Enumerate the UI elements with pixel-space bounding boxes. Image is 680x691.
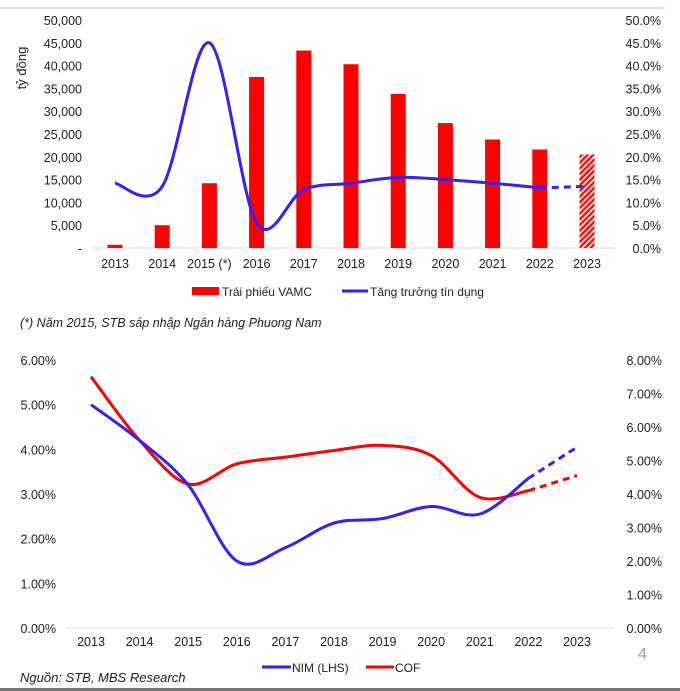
y-tick-label: 25,000 <box>44 128 82 142</box>
y-tick-label: 40,000 <box>44 60 82 74</box>
bar-2022 <box>532 149 548 248</box>
nim-cof-chart: 0.00% 1.00% 2.00% 3.00% 4.00% 5.00% 6.00% 0.00%… <box>21 354 662 675</box>
credit-growth-forecast-line <box>539 184 588 190</box>
y2-tick-label: 4.00% <box>627 488 662 502</box>
bar-2013 <box>107 244 123 248</box>
x-tick-label: 2019 <box>384 257 412 271</box>
y-tick-label: 0.00% <box>21 622 56 636</box>
y-tick-label: 50,000 <box>44 14 82 28</box>
y2-tick-label: 45.0% <box>626 37 661 51</box>
legend-label-line: Tăng trưởng tín dụng <box>370 285 484 299</box>
nim-line <box>90 403 530 566</box>
bar-2023 <box>579 154 595 248</box>
x-tick-label: 2021 <box>466 635 494 649</box>
bar-2015 (*) <box>201 183 217 248</box>
x-tick-label: 2022 <box>526 257 554 271</box>
y-axis-title: tỷ đồng <box>14 47 29 90</box>
x-tick-label: 2017 <box>271 635 299 649</box>
y2-tick-label: 3.00% <box>627 522 662 536</box>
y-tick-label: 20,000 <box>44 151 82 165</box>
vamc-bond-chart: tỷ đồng - 5,000 10,000 15,000 20,000 25,000 30… <box>14 14 661 299</box>
x-tick-label: 2014 <box>148 257 176 271</box>
y-tick-label: 15,000 <box>44 174 82 188</box>
y-tick-label: 1.00% <box>21 577 56 591</box>
y-tick-label: 2.00% <box>21 533 56 547</box>
x-tick-label: 2022 <box>514 635 542 649</box>
y2-tick-label: 40.0% <box>626 60 661 74</box>
y2-tick-label: 2.00% <box>627 555 662 569</box>
y2-tick-label: 1.00% <box>627 589 662 603</box>
y2-tick-label: 7.00% <box>627 388 662 402</box>
footnote: (*) Năm 2015, STB sáp nhập Ngân hàng Phu… <box>20 316 322 330</box>
x-tick-label: 2020 <box>431 257 459 271</box>
x-tick-label: 2018 <box>337 257 365 271</box>
bar-2017 <box>296 50 312 248</box>
x-tick-label: 2020 <box>417 635 445 649</box>
y-tick-label: 30,000 <box>44 105 82 119</box>
bottom-bar <box>0 688 680 691</box>
cof-forecast-line <box>527 474 578 493</box>
y2-tick-label: 25.0% <box>626 128 661 142</box>
legend-label-bar: Trái phiếu VAMC <box>222 285 312 299</box>
y2-tick-label: 5.00% <box>627 455 662 469</box>
y2-tick-label: 35.0% <box>626 82 661 96</box>
y-tick-label: 6.00% <box>21 354 56 368</box>
bar-2014 <box>154 225 170 248</box>
x-tick-label: 2019 <box>369 635 397 649</box>
y2-tick-label: 10.0% <box>626 196 661 210</box>
x-tick-label: 2018 <box>320 635 348 649</box>
legend-swatch-bar <box>192 287 219 295</box>
y-tick-label: - <box>78 242 82 256</box>
x-tick-label: 2023 <box>563 635 591 649</box>
legend-label-nim: NIM (LHS) <box>292 661 349 675</box>
bar-2016 <box>249 77 265 248</box>
x-tick-label: 2013 <box>77 635 105 649</box>
y-tick-label: 4.00% <box>21 443 56 457</box>
y2-tick-label: 5.0% <box>633 219 662 233</box>
y2-tick-label: 30.0% <box>626 105 661 119</box>
y2-tick-label: 20.0% <box>626 151 661 165</box>
bar-2020 <box>437 123 453 248</box>
cof-line <box>89 375 529 501</box>
bar-2021 <box>485 139 501 248</box>
y-tick-label: 45,000 <box>44 37 82 51</box>
source-note: Nguồn: STB, MBS Research <box>20 670 185 685</box>
y-tick-label: 10,000 <box>44 196 82 210</box>
x-tick-label: 2016 <box>243 257 271 271</box>
bar-2018 <box>343 64 359 249</box>
y-tick-label: 5.00% <box>21 399 56 413</box>
legend: NIM (LHS) COF <box>262 661 420 675</box>
legend-label-cof: COF <box>395 661 420 675</box>
legend: Trái phiếu VAMC Tăng trưởng tín dụng <box>192 285 484 299</box>
credit-growth-line <box>114 41 540 231</box>
bar-2019 <box>390 93 406 248</box>
y2-tick-label: 0.00% <box>627 622 662 636</box>
x-tick-label: 2015 <box>174 635 202 649</box>
x-tick-label: 2017 <box>290 257 318 271</box>
y-tick-label: 3.00% <box>21 488 56 502</box>
x-tick-label: 2014 <box>126 635 154 649</box>
x-tick-label: 2013 <box>101 257 129 271</box>
x-tick-label: 2015 (*) <box>187 257 231 271</box>
y-tick-label: 35,000 <box>44 82 82 96</box>
x-tick-label: 2023 <box>573 257 601 271</box>
y-tick-label: 5,000 <box>51 219 82 233</box>
y2-tick-label: 8.00% <box>627 354 662 368</box>
page-number: 4 <box>638 646 647 663</box>
y2-tick-label: 6.00% <box>627 421 662 435</box>
nim-forecast-line <box>527 445 578 480</box>
x-tick-label: 2021 <box>479 257 507 271</box>
y2-tick-label: 50.0% <box>626 14 661 28</box>
x-tick-label: 2016 <box>223 635 251 649</box>
y2-tick-label: 0.0% <box>633 242 662 256</box>
y2-tick-label: 15.0% <box>626 174 661 188</box>
